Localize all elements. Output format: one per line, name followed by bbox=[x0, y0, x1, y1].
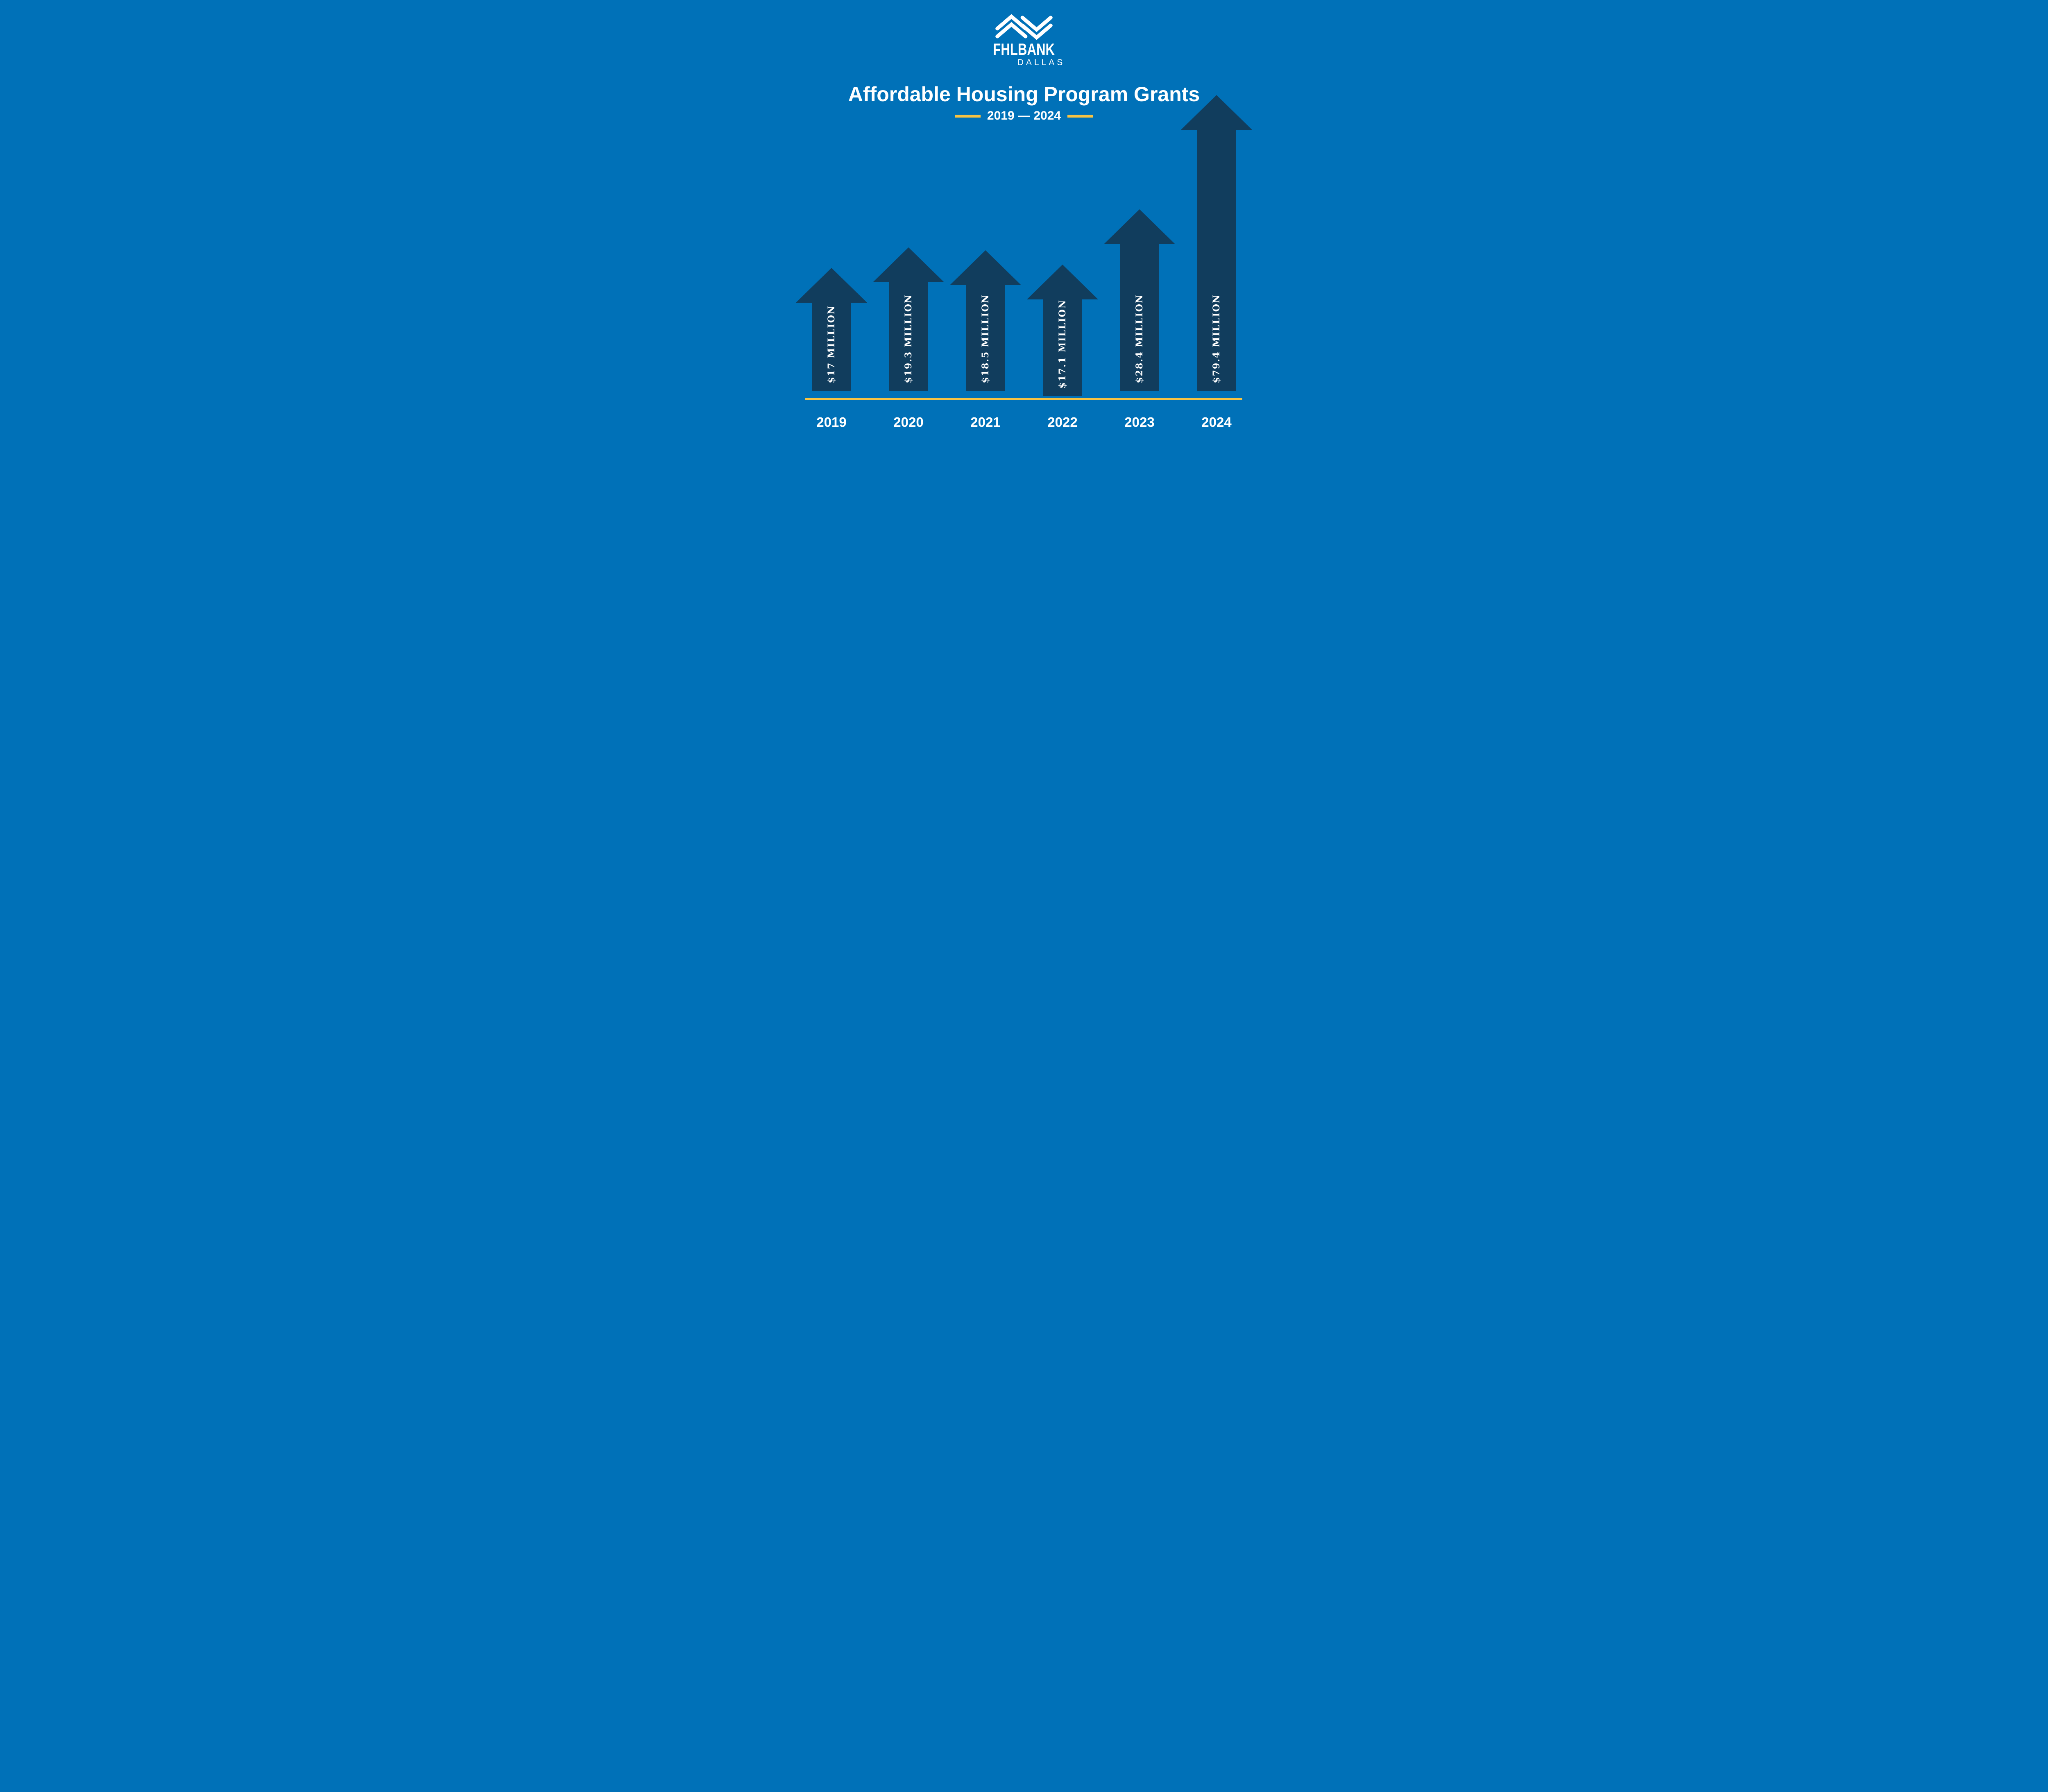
arrow-head-icon bbox=[950, 250, 1021, 285]
year-axis: 2019 2020 2021 2022 2023 2024 bbox=[768, 415, 1280, 430]
arrow-shaft: $18.5 MILLION bbox=[966, 285, 1005, 391]
year-label-2024: 2024 bbox=[1201, 415, 1232, 430]
year-label-2023: 2023 bbox=[1124, 415, 1155, 430]
arrow-2022: $17.1 MILLION bbox=[1027, 265, 1099, 396]
axis-baseline bbox=[805, 398, 1242, 400]
arrow-head-icon bbox=[796, 268, 867, 303]
logo-city: DALLAS bbox=[1017, 58, 1065, 67]
arrow-shaft: $19.3 MILLION bbox=[889, 282, 928, 391]
arrow-shaft: $28.4 MILLION bbox=[1120, 244, 1159, 391]
year-label-2021: 2021 bbox=[970, 415, 1001, 430]
value-label: $19.3 MILLION bbox=[903, 294, 914, 383]
infographic-canvas: FHLBANK DALLAS Affordable Housing Progra… bbox=[768, 0, 1280, 448]
arrow-head-icon bbox=[1104, 209, 1175, 244]
value-label: $28.4 MILLION bbox=[1134, 294, 1145, 383]
arrow-shaft: $17.1 MILLION bbox=[1043, 299, 1082, 396]
value-label: $18.5 MILLION bbox=[980, 294, 991, 383]
year-label-2020: 2020 bbox=[893, 415, 924, 430]
page-title: Affordable Housing Program Grants bbox=[848, 83, 1200, 106]
arrow-head-icon bbox=[1181, 95, 1252, 130]
arrow-head-icon bbox=[1027, 265, 1098, 299]
value-label: $79.4 MILLION bbox=[1211, 294, 1222, 383]
arrow-head-icon bbox=[873, 247, 944, 282]
year-range: 2019 — 2024 bbox=[987, 109, 1061, 122]
arrow-2023: $28.4 MILLION bbox=[1104, 209, 1176, 391]
value-label: $17.1 MILLION bbox=[1057, 299, 1068, 389]
gold-dash-left bbox=[954, 114, 981, 118]
fhlbank-dallas-logo: FHLBANK DALLAS bbox=[768, 14, 1280, 67]
value-label: $17 MILLION bbox=[826, 305, 837, 383]
fhlbank-chevrons-icon bbox=[995, 14, 1053, 40]
arrow-2020: $19.3 MILLION bbox=[873, 247, 945, 391]
logo-wordmark: FHLBANK bbox=[993, 41, 1055, 59]
gold-dash-right bbox=[1067, 114, 1094, 118]
arrow-2019: $17 MILLION bbox=[796, 268, 868, 391]
year-label-2019: 2019 bbox=[816, 415, 847, 430]
arrow-shaft: $17 MILLION bbox=[812, 303, 851, 391]
subtitle-row: 2019 — 2024 bbox=[768, 108, 1280, 124]
year-label-2022: 2022 bbox=[1047, 415, 1078, 430]
arrow-2021: $18.5 MILLION bbox=[950, 250, 1022, 391]
arrow-shaft: $79.4 MILLION bbox=[1197, 130, 1236, 391]
arrow-2024: $79.4 MILLION bbox=[1181, 95, 1253, 391]
arrow-bar-chart: $17 MILLION $19.3 MILLION $18.5 MILLION $17… bbox=[768, 95, 1280, 396]
